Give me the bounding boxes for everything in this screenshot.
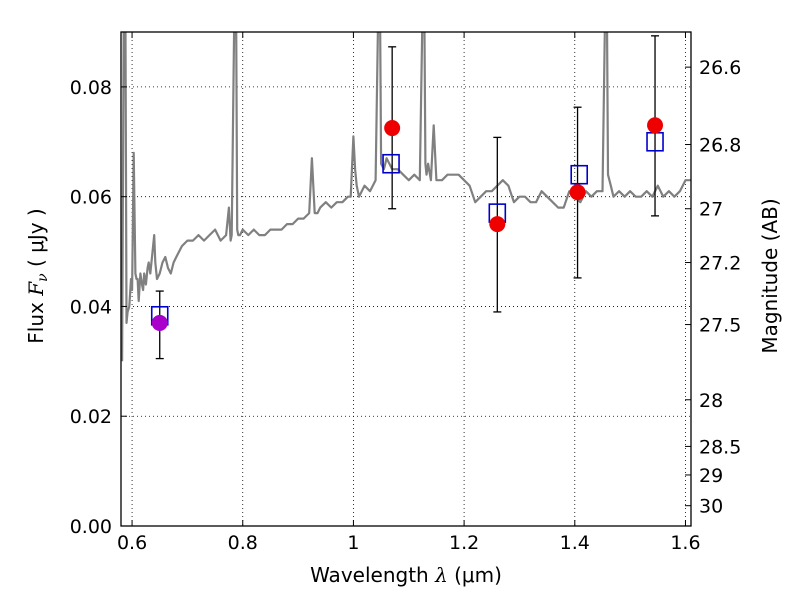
- model-point: [382, 153, 400, 174]
- y-tick-label: 0.08: [70, 77, 112, 99]
- y2-tick-label: 27: [699, 199, 723, 221]
- observed-point: [489, 216, 506, 233]
- y2-tick-label: 26.8: [699, 135, 741, 157]
- x-tick-label: 0.6: [117, 532, 147, 554]
- y2-tick-label: 29: [699, 465, 723, 487]
- observed-point: [384, 120, 401, 137]
- y-tick-label: 0.06: [70, 187, 112, 209]
- y-tick-label: 0.04: [70, 296, 112, 318]
- model-point: [570, 164, 589, 185]
- x-axis-title: Wavelength λ (μm): [310, 563, 502, 587]
- y-tick-label: 0.02: [70, 406, 112, 428]
- x-tick-label: 1.6: [670, 532, 700, 554]
- y-axis-ticks: 0.00 0.02 0.04 0.06 0.08: [70, 77, 127, 538]
- plot-frame: [120, 31, 692, 527]
- y2-axis-ticks: 26.6 26.8 27 27.2 27.5 28 28.5 29 30: [685, 57, 741, 518]
- y2-tick-label: 28.5: [699, 436, 741, 458]
- x-tick-label: 1: [347, 532, 359, 554]
- y2-tick-label: 30: [699, 496, 723, 518]
- y-tick-label: 0.00: [70, 516, 112, 538]
- y2-axis-title: Magnitude (AB): [758, 198, 782, 353]
- observed-point: [151, 314, 168, 331]
- y2-tick-label: 26.6: [699, 57, 741, 79]
- x-tick-label: 1.2: [449, 532, 479, 554]
- observed-point-layer: [151, 117, 664, 331]
- y-axis-title: Flux Fν ( μJy ): [24, 208, 51, 343]
- observed-point: [647, 117, 664, 134]
- observed-point: [569, 184, 586, 201]
- y2-tick-label: 27.5: [699, 315, 741, 337]
- x-tick-label: 0.8: [228, 532, 258, 554]
- x-tick-label: 1.4: [560, 532, 590, 554]
- x-axis-ticks: 0.6 0.8 1 1.2 1.4 1.6: [117, 32, 701, 554]
- y2-tick-label: 27.2: [699, 253, 741, 275]
- y2-tick-label: 28: [699, 390, 723, 412]
